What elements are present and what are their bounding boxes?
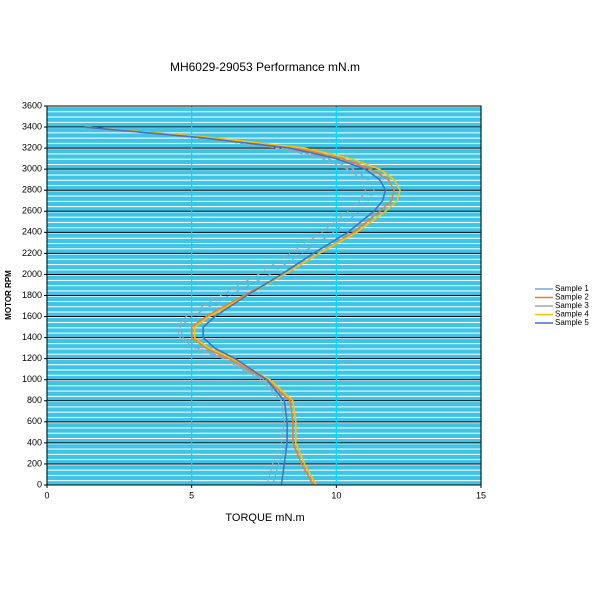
y-tick-label: 3200 — [22, 142, 42, 152]
x-tick-label: 5 — [189, 490, 194, 500]
legend-label: Sample 3 — [555, 301, 589, 310]
chart-title: MH6029-29053 Performance mN.m — [170, 60, 360, 74]
y-tick-label: 3400 — [22, 121, 42, 131]
x-axis-label: TORQUE mN.m — [225, 512, 304, 524]
legend-label: Sample 1 — [555, 284, 589, 293]
y-tick-label: 200 — [27, 458, 42, 468]
y-tick-label: 1600 — [22, 311, 42, 321]
y-tick-label: 400 — [27, 437, 42, 447]
x-tick-label: 10 — [331, 490, 341, 500]
x-tick-label: 0 — [44, 490, 49, 500]
y-tick-label: 600 — [27, 416, 42, 426]
y-tick-label: 2200 — [22, 248, 42, 258]
series-line — [84, 126, 366, 486]
x-tick-label: 15 — [476, 490, 486, 500]
y-tick-label: 800 — [27, 395, 42, 405]
y-tick-label: 1200 — [22, 353, 42, 363]
y-tick-label: 2600 — [22, 206, 42, 216]
y-tick-label: 2400 — [22, 227, 42, 237]
y-tick-label: 2800 — [22, 185, 42, 195]
y-tick-label: 1400 — [22, 332, 42, 342]
legend-label: Sample 2 — [555, 293, 589, 302]
legend-label: Sample 4 — [555, 310, 589, 319]
y-tick-label: 2000 — [22, 269, 42, 279]
y-tick-label: 3600 — [22, 100, 42, 110]
series-line — [84, 126, 387, 486]
y-tick-label: 0 — [37, 479, 42, 489]
legend-label: Sample 5 — [555, 318, 589, 327]
y-axis-label: MOTOR RPM — [4, 270, 13, 320]
y-tick-label: 3000 — [22, 164, 42, 174]
y-tick-label: 1000 — [22, 374, 42, 384]
y-tick-label: 1800 — [22, 290, 42, 300]
